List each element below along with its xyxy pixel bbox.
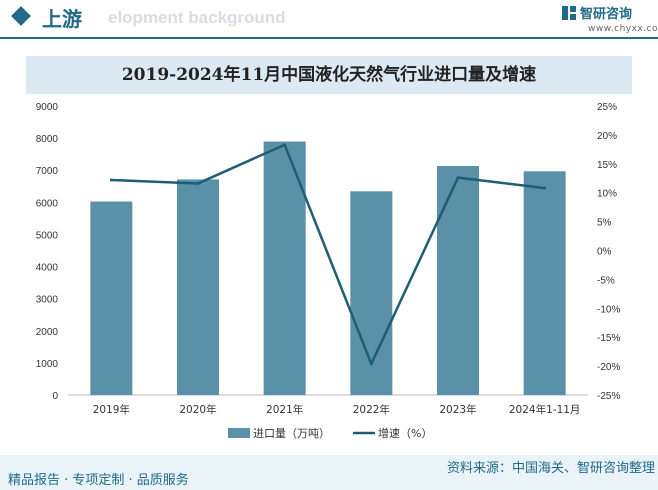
- bar: [437, 165, 479, 395]
- x-tick-label: 2022年: [353, 403, 390, 416]
- line-point: [109, 178, 113, 182]
- chart: 0 1000 2000 3000 4000 5000 6000 7000 8000 9000 -2…: [36, 102, 621, 440]
- y-right-tick-label: -25%: [597, 391, 620, 402]
- y-right-tick-label: -20%: [597, 362, 620, 373]
- chart-title: 2019-2024年11月中国液化天然气行业进口量及增速: [121, 65, 537, 85]
- y-right-axis: -25% -20% -15% -10% -5% 0% 5% 10% 15% 20% 25%: [597, 102, 620, 402]
- y-right-tick-label: -5%: [597, 275, 615, 286]
- footer-source: 资料来源：中国海关、智研咨询整理: [447, 461, 656, 476]
- section-title: 上游: [42, 7, 82, 31]
- footer-tagline: 精品报告 · 专项定制 · 品质服务: [8, 473, 189, 488]
- legend-bar-label: 进口量（万吨）: [253, 427, 330, 440]
- x-tick-label: 2024年1-11月: [509, 403, 581, 416]
- line-point: [543, 186, 547, 190]
- y-left-tick-label: 7000: [36, 166, 59, 177]
- bar: [177, 179, 219, 395]
- x-tick-label: 2020年: [179, 403, 216, 416]
- x-axis: 2019年 2020年 2021年 2022年 2023年 2024年1-11月: [93, 403, 581, 416]
- y-right-tick-label: 5%: [597, 218, 612, 229]
- brand-logo-icon: [562, 6, 576, 20]
- chart-title-band: 2019-2024年11月中国液化天然气行业进口量及增速: [26, 56, 632, 94]
- background-watermark-text: elopment background: [108, 8, 286, 27]
- y-right-tick-label: 15%: [597, 160, 617, 171]
- y-right-tick-label: 25%: [597, 102, 617, 113]
- y-right-tick-label: -10%: [597, 304, 620, 315]
- x-tick-label: 2021年: [266, 403, 303, 416]
- y-left-tick-label: 3000: [36, 295, 59, 306]
- footer: 精品报告 · 专项定制 · 品质服务 资料来源：中国海关、智研咨询整理: [0, 455, 658, 490]
- bar-series: [90, 141, 566, 395]
- bar: [523, 171, 566, 395]
- y-right-tick-label: 10%: [597, 189, 617, 200]
- y-left-tick-label: 1000: [36, 359, 59, 370]
- y-left-tick-label: 0: [52, 391, 58, 402]
- y-right-tick-label: -15%: [597, 333, 620, 344]
- legend: 进口量（万吨） 增速（%）: [228, 426, 432, 440]
- legend-bar-swatch: [228, 428, 250, 438]
- bar: [90, 201, 133, 395]
- y-left-tick-label: 4000: [36, 263, 59, 274]
- y-left-tick-label: 8000: [36, 134, 59, 145]
- growth-line: [111, 143, 545, 366]
- bar: [263, 141, 306, 395]
- y-right-tick-label: 20%: [597, 131, 617, 142]
- y-left-tick-label: 5000: [36, 230, 59, 241]
- line-series: [109, 143, 547, 366]
- line-point: [196, 181, 200, 185]
- brand-url: www.chyxx.com: [588, 24, 658, 34]
- x-tick-label: 2019年: [93, 403, 130, 416]
- y-left-axis: 0 1000 2000 3000 4000 5000 6000 7000 8000 9000: [36, 102, 59, 402]
- y-left-tick-label: 9000: [36, 102, 59, 113]
- line-point: [283, 143, 287, 147]
- header: 上游 elopment background 智研咨询 www.chyxx.co…: [0, 0, 658, 40]
- line-point: [369, 362, 373, 366]
- y-left-tick-label: 6000: [36, 198, 59, 209]
- x-tick-label: 2023年: [439, 403, 476, 416]
- legend-line-label: 增速（%）: [378, 426, 432, 440]
- y-left-tick-label: 2000: [36, 327, 59, 338]
- line-point: [456, 176, 460, 180]
- y-right-tick-label: 0%: [597, 247, 612, 258]
- header-divider: [0, 37, 658, 39]
- brand-name: 智研咨询: [580, 7, 633, 22]
